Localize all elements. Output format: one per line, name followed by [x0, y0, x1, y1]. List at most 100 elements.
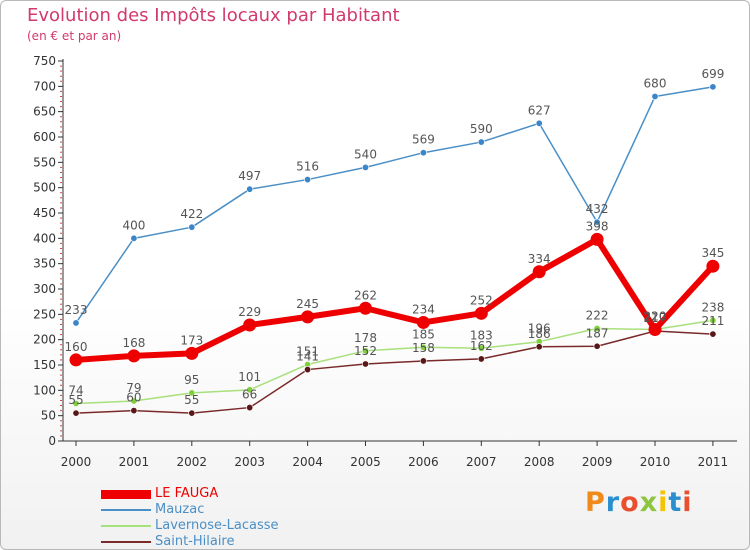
data-label-lavernose-lacasse: 238 — [701, 300, 724, 314]
data-point-lavernose-lacasse[interactable] — [72, 400, 80, 408]
data-label-lavernose-lacasse: 185 — [412, 327, 435, 341]
data-label-saint-hilaire: 152 — [354, 344, 377, 358]
data-point-lavernose-lacasse[interactable] — [188, 389, 196, 397]
data-point-le-fauga[interactable] — [474, 306, 488, 320]
legend-item-saint-hilaire[interactable]: Saint-Hilaire — [101, 534, 341, 549]
data-point-saint-hilaire[interactable] — [130, 407, 138, 415]
data-point-le-fauga[interactable] — [532, 265, 546, 279]
data-point-saint-hilaire[interactable] — [304, 366, 312, 374]
legend-item-lavernose-lacasse[interactable]: Lavernose-Lacasse — [101, 518, 341, 534]
x-tick-label: 2004 — [292, 455, 323, 469]
data-point-lavernose-lacasse[interactable] — [477, 344, 485, 352]
legend-label-mauzac: Mauzac — [155, 502, 205, 517]
x-tick-label: 2009 — [582, 455, 613, 469]
logo-letter: P — [585, 487, 606, 518]
data-label-saint-hilaire: 187 — [586, 326, 609, 340]
data-label-mauzac: 516 — [296, 160, 319, 174]
data-label-saint-hilaire: 55 — [184, 393, 199, 407]
data-point-mauzac[interactable] — [246, 185, 254, 193]
logo-letter: t — [668, 487, 683, 518]
data-point-le-fauga[interactable] — [590, 232, 604, 246]
y-tick-label: 300 — [33, 282, 56, 296]
x-tick-label: 2000 — [61, 455, 92, 469]
data-label-le-fauga: 245 — [296, 297, 319, 311]
y-tick-label: 350 — [33, 257, 56, 271]
data-point-le-fauga[interactable] — [648, 323, 662, 337]
data-label-lavernose-lacasse: 74 — [68, 384, 83, 398]
data-point-saint-hilaire[interactable] — [535, 343, 543, 351]
legend-label-lavernose-lacasse: Lavernose-Lacasse — [155, 518, 279, 533]
data-point-mauzac[interactable] — [535, 119, 543, 127]
data-point-mauzac[interactable] — [593, 218, 601, 226]
data-point-le-fauga[interactable] — [301, 310, 315, 324]
series-lavernose-lacasse — [72, 316, 717, 408]
data-point-le-fauga[interactable] — [416, 315, 430, 329]
legend-swatch-mauzac — [101, 509, 151, 511]
data-point-le-fauga[interactable] — [359, 301, 372, 315]
data-point-saint-hilaire[interactable] — [188, 409, 196, 417]
series-saint-hilaire — [72, 327, 717, 417]
data-label-saint-hilaire: 158 — [412, 341, 435, 355]
data-point-mauzac[interactable] — [477, 138, 485, 146]
data-label-lavernose-lacasse: 183 — [470, 328, 493, 342]
data-label-le-fauga: 262 — [354, 288, 377, 302]
data-point-saint-hilaire[interactable] — [477, 355, 485, 363]
data-point-saint-hilaire[interactable] — [419, 357, 427, 365]
data-point-lavernose-lacasse[interactable] — [130, 397, 138, 405]
y-tick-label: 400 — [33, 231, 56, 245]
data-point-lavernose-lacasse[interactable] — [246, 386, 254, 394]
x-tick-label: 2001 — [119, 455, 150, 469]
y-tick-label: 250 — [33, 307, 56, 321]
data-point-le-fauga[interactable] — [185, 346, 199, 360]
data-point-mauzac[interactable] — [130, 234, 138, 242]
data-label-lavernose-lacasse: 79 — [126, 381, 141, 395]
data-label-le-fauga: 398 — [586, 219, 609, 233]
data-label-mauzac: 400 — [122, 218, 145, 232]
data-point-mauzac[interactable] — [361, 163, 369, 171]
data-point-saint-hilaire[interactable] — [709, 330, 717, 338]
chart-subtitle: (en € et par an) — [27, 29, 122, 43]
series-line-saint-hilaire — [75, 330, 713, 414]
data-point-mauzac[interactable] — [188, 223, 196, 231]
data-label-saint-hilaire: 162 — [470, 339, 493, 353]
data-label-lavernose-lacasse: 222 — [586, 309, 609, 323]
x-tick-label: 2008 — [524, 455, 555, 469]
data-label-saint-hilaire: 217 — [644, 311, 667, 325]
data-point-lavernose-lacasse[interactable] — [593, 325, 601, 333]
data-label-mauzac: 590 — [470, 122, 493, 136]
y-tick-label: 100 — [33, 383, 56, 397]
data-label-mauzac: 432 — [586, 202, 609, 216]
x-tick-label: 2003 — [234, 455, 265, 469]
data-point-lavernose-lacasse[interactable] — [419, 343, 427, 351]
data-point-le-fauga[interactable] — [243, 318, 257, 332]
data-point-le-fauga[interactable] — [127, 349, 141, 363]
data-point-mauzac[interactable] — [651, 92, 659, 100]
data-point-mauzac[interactable] — [709, 83, 717, 91]
data-point-saint-hilaire[interactable] — [246, 404, 254, 412]
data-label-le-fauga: 168 — [122, 336, 145, 350]
data-point-mauzac[interactable] — [72, 319, 80, 327]
data-label-le-fauga: 252 — [470, 293, 493, 307]
y-tick-label: 450 — [33, 206, 56, 220]
data-point-lavernose-lacasse[interactable] — [361, 347, 369, 355]
x-tick-label: 2007 — [466, 455, 497, 469]
proxiti-logo: Proxiti — [585, 487, 693, 518]
y-tick-label: 700 — [33, 79, 56, 93]
legend-item-mauzac[interactable]: Mauzac — [101, 502, 341, 518]
data-point-le-fauga[interactable] — [706, 259, 720, 273]
data-point-saint-hilaire[interactable] — [72, 409, 80, 417]
data-label-saint-hilaire: 211 — [701, 314, 724, 328]
data-point-saint-hilaire[interactable] — [593, 342, 601, 350]
data-point-saint-hilaire[interactable] — [361, 360, 369, 368]
legend-item-le-fauga[interactable]: LE FAUGA — [101, 486, 341, 502]
data-point-mauzac[interactable] — [304, 176, 312, 184]
data-point-le-fauga[interactable] — [69, 353, 83, 367]
logo-letter: i — [658, 487, 669, 518]
data-label-lavernose-lacasse: 178 — [354, 331, 377, 345]
data-point-mauzac[interactable] — [419, 149, 427, 157]
y-tick-label: 600 — [33, 130, 56, 144]
data-label-lavernose-lacasse: 220 — [644, 310, 667, 324]
data-point-lavernose-lacasse[interactable] — [709, 316, 717, 324]
